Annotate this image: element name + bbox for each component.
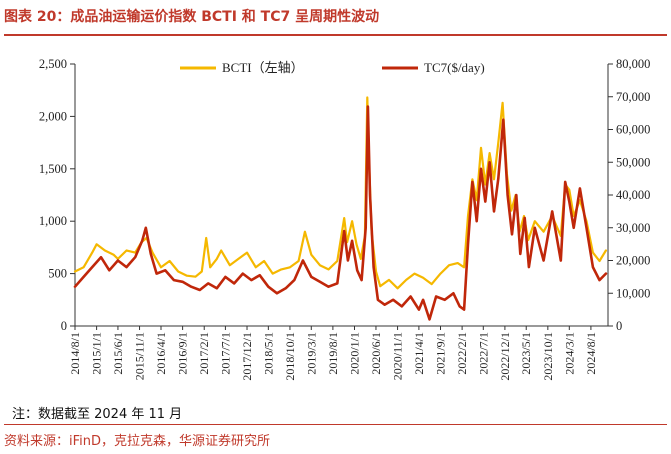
chart: 0 500 1,000 1,500 2,000 2,500 0 10,000 20,000 30,… xyxy=(39,57,651,381)
x-tick-label: 2017/12/1 xyxy=(240,332,254,381)
left-tick-label: 1,000 xyxy=(39,214,67,228)
chart-axes: 0 500 1,000 1,500 2,000 2,500 0 10,000 20,000 30,… xyxy=(39,57,651,381)
source-divider xyxy=(4,424,667,425)
right-tick-label: 80,000 xyxy=(616,57,650,71)
left-tick-label: 2,500 xyxy=(39,57,67,71)
right-tick-label: 60,000 xyxy=(616,123,650,137)
left-tick-label: 2,000 xyxy=(39,109,67,123)
x-tick-label: 2023/5/1 xyxy=(519,332,533,375)
left-tick-label: 1,500 xyxy=(39,162,67,176)
x-tick-label: 2018/5/1 xyxy=(261,332,275,375)
source-text: 资料来源：iFinD，克拉克森，华源证券研究所 xyxy=(4,434,271,449)
right-tick-label: 50,000 xyxy=(616,155,650,169)
x-tick-label: 2023/10/1 xyxy=(541,332,555,381)
x-tick-label: 2022/2/1 xyxy=(455,332,469,375)
chart-note: 注：数据截至 2024 年 11 月 xyxy=(12,407,183,422)
right-tick-label: 20,000 xyxy=(616,254,650,268)
x-tick-label: 2015/1/1 xyxy=(90,332,104,375)
x-tick-label: 2020/11/1 xyxy=(391,332,405,380)
x-tick-label: 2022/7/1 xyxy=(476,332,490,375)
x-tick-label: 2021/4/1 xyxy=(412,332,426,375)
right-tick-label: 0 xyxy=(616,319,622,333)
tc7-line xyxy=(73,105,608,321)
legend-tc7-label: TC7($/day) xyxy=(424,60,485,75)
x-tick-label: 2022/12/1 xyxy=(498,332,512,381)
x-tick-label: 2016/9/1 xyxy=(176,332,190,375)
right-tick-label: 70,000 xyxy=(616,90,650,104)
x-tick-label: 2017/7/1 xyxy=(218,332,232,375)
chart-lines xyxy=(73,96,608,321)
right-tick-label: 40,000 xyxy=(616,188,650,202)
x-tick-label: 2024/3/1 xyxy=(562,332,576,375)
x-tick-label: 2017/2/1 xyxy=(197,332,211,375)
x-tick-label: 2019/3/1 xyxy=(304,332,318,375)
x-tick-label: 2020/6/1 xyxy=(369,332,383,375)
right-tick-label: 10,000 xyxy=(616,286,650,300)
chart-legend: BCTI（左轴） TC7($/day) xyxy=(180,60,485,75)
title-divider xyxy=(4,34,667,36)
left-tick-label: 0 xyxy=(61,319,67,333)
x-tick-label: 2020/1/1 xyxy=(347,332,361,375)
legend-bcti-label: BCTI（左轴） xyxy=(222,60,304,75)
right-tick-label: 30,000 xyxy=(616,221,650,235)
x-tick-label: 2016/4/1 xyxy=(154,332,168,375)
chart-title: 图表 20：成品油运输运价指数 BCTI 和 TC7 呈周期性波动 xyxy=(4,9,380,25)
left-tick-label: 500 xyxy=(48,267,67,281)
x-tick-label: 2018/10/1 xyxy=(283,332,297,381)
x-tick-label: 2014/8/1 xyxy=(68,332,82,375)
x-tick-label: 2015/6/1 xyxy=(111,332,125,375)
x-tick-label: 2021/9/1 xyxy=(434,332,448,375)
x-tick-label: 2015/11/1 xyxy=(133,332,147,380)
x-tick-label: 2019/8/1 xyxy=(326,332,340,375)
x-tick-label: 2024/8/1 xyxy=(584,332,598,375)
